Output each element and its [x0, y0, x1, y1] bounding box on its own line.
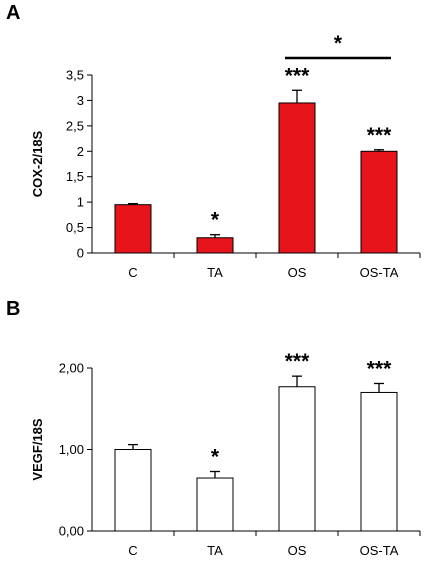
bar-c — [114, 449, 152, 532]
y-tick-label: 3 — [77, 93, 84, 108]
y-tick-label: 0,5 — [66, 220, 84, 235]
bar-ta — [196, 477, 234, 532]
y-tick-label: 0 — [77, 246, 84, 261]
category-label: C — [128, 543, 137, 558]
y-tick-label: 1,5 — [66, 169, 84, 184]
significance-marker: * — [211, 446, 220, 469]
y-tick-label: 2,00 — [59, 361, 84, 376]
significance-marker: *** — [285, 64, 310, 87]
panel-b: B 0,00 1,00 2,00 VEGF/18S C * TA *** OS *** OS-TA — [0, 296, 439, 576]
y-tick-label: 1 — [77, 195, 84, 210]
bar-os-ta — [360, 150, 398, 254]
bar-c — [114, 204, 152, 254]
y-axis-title: VEGF/18S — [30, 418, 45, 480]
y-tick-label: 0,00 — [59, 524, 84, 539]
significance-marker: *** — [285, 350, 310, 373]
category-label: C — [128, 265, 137, 280]
cox2-bar-chart: 0 0,5 1 1,5 2 2,5 3 3,5 COX-2/18S C * TA *** OS *** OS-… — [30, 32, 421, 280]
bar-os — [278, 386, 316, 532]
bar-os — [278, 102, 316, 254]
category-label: OS — [288, 543, 307, 558]
bracket-significance: * — [334, 32, 343, 55]
panel-label-a: A — [6, 2, 21, 24]
y-tick-label: 2,5 — [66, 118, 84, 133]
panel-a: A 0 0,5 1 1,5 2 2,5 3 3,5 COX-2/18S C * TA *** OS *** O… — [6, 2, 421, 280]
significance-marker: *** — [367, 124, 392, 147]
panel-label-b: B — [6, 298, 21, 320]
y-tick-label: 1,00 — [59, 442, 84, 457]
y-axis-title: COX-2/18S — [30, 130, 45, 197]
category-label: TA — [207, 543, 223, 558]
category-label: TA — [207, 265, 223, 280]
bar-ta — [196, 237, 234, 254]
y-tick-label: 3,5 — [66, 68, 84, 83]
significance-marker: * — [211, 209, 220, 232]
category-label: OS-TA — [360, 265, 399, 280]
significance-marker: *** — [367, 357, 392, 380]
category-label: OS — [288, 265, 307, 280]
bar-os-ta — [360, 391, 398, 532]
category-label: OS-TA — [360, 543, 399, 558]
y-tick-label: 2 — [77, 144, 84, 159]
vegf-bar-chart: 0,00 1,00 2,00 VEGF/18S C * TA *** OS *** OS-TA — [30, 350, 421, 558]
